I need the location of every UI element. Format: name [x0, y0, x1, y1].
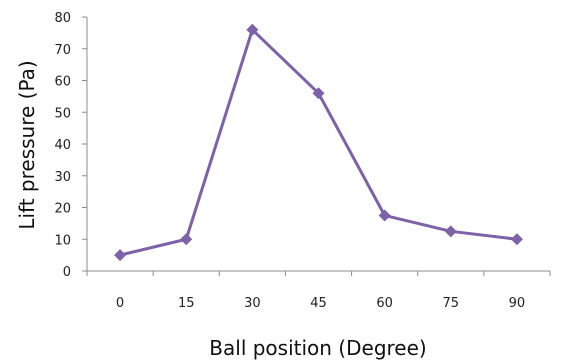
data-point-marker — [180, 233, 193, 246]
data-point-marker — [510, 233, 523, 246]
y-tick-label: 30 — [54, 170, 71, 185]
x-axis-title: Ball position (Degree) — [209, 336, 426, 360]
x-tick-label: 0 — [116, 296, 124, 311]
y-tick-label: 40 — [54, 138, 71, 153]
data-point-marker — [114, 249, 127, 262]
series-layer — [114, 23, 523, 262]
y-tick-label: 80 — [54, 11, 71, 26]
x-tick-label: 45 — [310, 296, 327, 311]
x-axis-ticks: 0 15 30 45 60 75 90 — [86, 271, 551, 311]
y-tick-label: 10 — [54, 233, 71, 248]
y-axis-ticks: 0 10 20 30 40 50 60 70 80 — [54, 11, 87, 280]
x-tick-label: 90 — [509, 296, 526, 311]
x-tick-label: 60 — [376, 296, 393, 311]
y-axis-title: Lift pressure (Pa) — [15, 60, 39, 229]
data-point-marker — [246, 23, 259, 36]
x-tick-label: 30 — [244, 296, 261, 311]
y-tick-label: 20 — [54, 202, 71, 217]
y-tick-label: 70 — [54, 43, 71, 58]
y-tick-label: 60 — [54, 75, 71, 90]
axes — [86, 17, 550, 272]
y-tick-label: 0 — [63, 265, 71, 280]
series-line — [119, 28, 518, 257]
y-tick-label: 50 — [54, 106, 71, 121]
data-point-marker — [312, 87, 325, 100]
x-tick-label: 15 — [178, 296, 195, 311]
data-point-marker — [444, 225, 457, 238]
x-tick-label: 75 — [443, 296, 460, 311]
data-point-marker — [378, 209, 391, 222]
